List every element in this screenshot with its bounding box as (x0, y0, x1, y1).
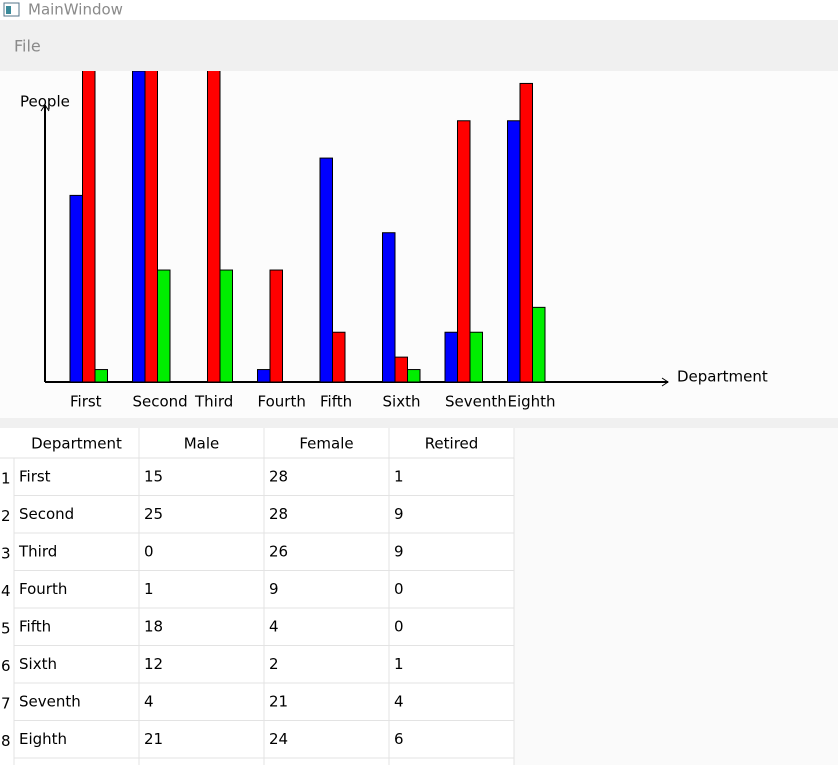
table-cell: First (19, 467, 51, 485)
bar (394, 356, 408, 383)
table-cell: 21 (144, 730, 163, 748)
row-number: 7 (1, 694, 11, 712)
bar (519, 82, 533, 383)
table-cell: 0 (394, 617, 404, 635)
bar (332, 331, 346, 383)
bar (444, 331, 458, 383)
table-cell: 1 (144, 580, 154, 598)
x-tick-label: Eighth (508, 393, 556, 411)
bar (469, 331, 483, 383)
bar (257, 369, 271, 383)
bar (269, 269, 283, 383)
table-cell: Second (19, 505, 74, 523)
window-title: MainWindow (28, 1, 123, 19)
bar (94, 369, 108, 383)
x-tick-label: Sixth (383, 393, 421, 411)
column-header: Retired (425, 435, 479, 453)
x-tick-label: Second (133, 393, 188, 411)
bar (457, 120, 471, 383)
bar (407, 369, 421, 383)
table-cell: 4 (144, 692, 154, 710)
table-cell: 18 (144, 617, 163, 635)
bar (144, 71, 158, 383)
table-cell: 0 (394, 580, 404, 598)
table-cell: 9 (394, 505, 404, 523)
bars (69, 71, 546, 383)
table-cell: 15 (144, 467, 163, 485)
bar (319, 157, 333, 383)
table-cell: 1 (394, 655, 404, 673)
table-cell: 26 (269, 542, 288, 560)
splitter (0, 418, 838, 428)
bar (82, 71, 96, 383)
bar (382, 232, 396, 383)
table-cell: 0 (144, 542, 154, 560)
table-cell: Seventh (19, 692, 81, 710)
row-number: 3 (1, 544, 11, 562)
bar (69, 194, 83, 383)
table-cell: 9 (394, 542, 404, 560)
y-axis-label: People (20, 93, 70, 111)
y-axis-arrow (40, 104, 50, 112)
x-axis-label: Department (677, 368, 768, 386)
table-cell: 12 (144, 655, 163, 673)
bar (507, 120, 521, 383)
x-axis-arrow (661, 377, 669, 387)
table-cell: Fourth (19, 580, 67, 598)
row-number: 8 (1, 732, 11, 750)
table-cell: Fifth (19, 617, 51, 635)
title-bar (0, 0, 838, 20)
table-header (0, 428, 514, 458)
table-cell: 6 (394, 730, 404, 748)
table-cell: 1 (394, 467, 404, 485)
column-header: Female (299, 435, 353, 453)
x-tick-label: Fifth (320, 393, 352, 411)
bar (157, 269, 171, 383)
table-cell: 4 (394, 692, 404, 710)
bar (207, 71, 221, 383)
x-tick-label: First (70, 393, 102, 411)
menu-file[interactable]: File (14, 37, 41, 56)
column-header: Department (31, 435, 122, 453)
bar (132, 71, 146, 383)
table-cell: 9 (269, 580, 279, 598)
chart-area (0, 71, 838, 418)
table-cell: Third (18, 542, 57, 560)
table-cell: Eighth (19, 730, 67, 748)
x-tick-label: Third (194, 393, 233, 411)
row-number: 6 (1, 657, 11, 675)
menu-bar (0, 20, 838, 71)
window-icon-part (6, 6, 11, 14)
x-tick-label: Fourth (258, 393, 306, 411)
table (0, 428, 514, 765)
table-cell: 24 (269, 730, 288, 748)
table-cell: 25 (144, 505, 163, 523)
table-cell: 28 (269, 505, 288, 523)
table-cell: 2 (269, 655, 279, 673)
table-cell: 4 (269, 617, 279, 635)
row-number: 1 (1, 469, 11, 487)
table-cell: Sixth (19, 655, 57, 673)
column-header: Male (184, 435, 220, 453)
bar (532, 306, 546, 383)
row-number: 5 (1, 619, 11, 637)
table-cell: 21 (269, 692, 288, 710)
row-number: 4 (1, 582, 11, 600)
x-tick-label: Seventh (445, 393, 507, 411)
table-cell: 28 (269, 467, 288, 485)
row-number: 2 (1, 507, 11, 525)
bar (219, 269, 233, 383)
